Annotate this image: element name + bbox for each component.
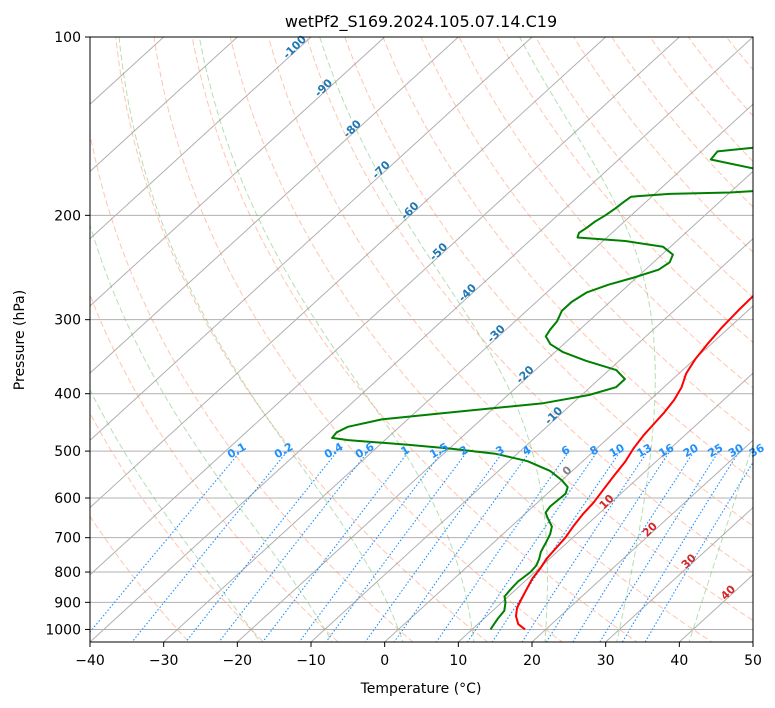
plot-frame (89, 36, 754, 643)
mixing-ratio-line (298, 450, 444, 642)
mixing-ratio-line (131, 450, 289, 642)
moist-adiabat (198, 37, 475, 642)
moist-adiabat (118, 37, 404, 642)
x-tick-label: 30 (597, 653, 615, 669)
y-axis-title: Pressure (hPa) (12, 290, 28, 390)
moist-adiabat (319, 37, 548, 642)
dry-adiabat (153, 37, 564, 642)
isotherm-line (162, 103, 753, 642)
isotherm-line (310, 237, 753, 642)
isotherm-line (90, 37, 681, 576)
y-tick-label: 200 (54, 208, 81, 224)
y-tick-label: 100 (54, 30, 81, 46)
x-tick-label: −20 (223, 653, 253, 669)
dry-adiabat (344, 37, 753, 527)
dry-adiabats (90, 37, 753, 642)
mixing-ratio-line (491, 450, 621, 642)
mixing-ratio-line (466, 450, 599, 642)
mixing-ratio-line (218, 450, 369, 642)
dry-adiabat (191, 37, 638, 642)
sounding-series (331, 146, 753, 631)
x-tick-label: 0 (380, 653, 389, 669)
y-axis: 100 200 300 400 500 600 700 800 900 1000 (45, 30, 90, 638)
x-tick-label: 50 (744, 653, 762, 669)
y-tick-label: 300 (54, 313, 81, 329)
moist-adiabat (90, 388, 261, 642)
dry-adiabat (306, 37, 753, 574)
y-tick-label: 600 (54, 491, 81, 507)
isotherm-line (90, 37, 533, 442)
isotherm-line (90, 37, 312, 240)
x-tick-label: 40 (670, 653, 688, 669)
mixing-ratio-line (572, 450, 695, 642)
isotherm-line (90, 37, 753, 642)
mixing-ratio-line (545, 450, 671, 642)
x-tick-label: 20 (523, 653, 541, 669)
y-tick-label: 500 (54, 444, 81, 460)
x-axis: −40 −30 −20 −10 0 10 20 30 40 50 (75, 642, 762, 669)
dry-adiabat (90, 293, 339, 642)
mixing-ratio-line (393, 450, 531, 642)
y-tick-label: 700 (54, 531, 81, 547)
x-tick-label: 10 (449, 653, 467, 669)
mixing-ratio-line (435, 450, 570, 642)
dewpoint-profile (331, 146, 753, 630)
temperature-profile (515, 294, 753, 631)
x-tick-label: −10 (296, 653, 326, 669)
mixing-ratio-line (621, 450, 740, 642)
y-tick-label: 900 (54, 595, 81, 611)
isotherm-line (90, 37, 460, 374)
mixing-ratio-line (325, 450, 468, 642)
isotherm-line (457, 372, 753, 642)
mixing-ratio-line (185, 450, 339, 642)
skewed-isotherms (90, 37, 753, 642)
moist-adiabat (90, 223, 333, 642)
moist-adiabat (519, 37, 656, 642)
isotherm-line (531, 439, 753, 642)
mixing-ratio-lines (90, 450, 753, 642)
dry-adiabat (90, 515, 190, 642)
isotherm-line (383, 305, 753, 642)
y-tick-label: 1000 (45, 622, 81, 638)
mixing-ratio-line (262, 450, 410, 642)
plot-area (90, 37, 753, 642)
dry-adiabat (382, 37, 753, 481)
x-tick-label: −30 (149, 653, 179, 669)
chart-title: wetPf2_S169.2024.105.07.14.C19 (285, 12, 557, 32)
mixing-ratio-line (644, 461, 753, 642)
dry-adiabat (90, 131, 414, 642)
dry-adiabat (420, 37, 753, 435)
y-tick-label: 400 (54, 387, 81, 403)
isotherm-line (236, 170, 753, 642)
isotherm-line (90, 37, 239, 173)
x-axis-title: Temperature (°C) (360, 681, 482, 697)
moist-adiabats (90, 37, 753, 642)
isotherm-line (90, 37, 607, 509)
y-tick-label: 800 (54, 565, 81, 581)
moist-adiabat (688, 442, 753, 642)
mixing-ratio-line (599, 450, 720, 642)
x-tick-label: −40 (75, 653, 105, 669)
dry-adiabat (267, 37, 753, 622)
isotherm-line (604, 506, 753, 642)
isotherm-line (90, 37, 386, 307)
